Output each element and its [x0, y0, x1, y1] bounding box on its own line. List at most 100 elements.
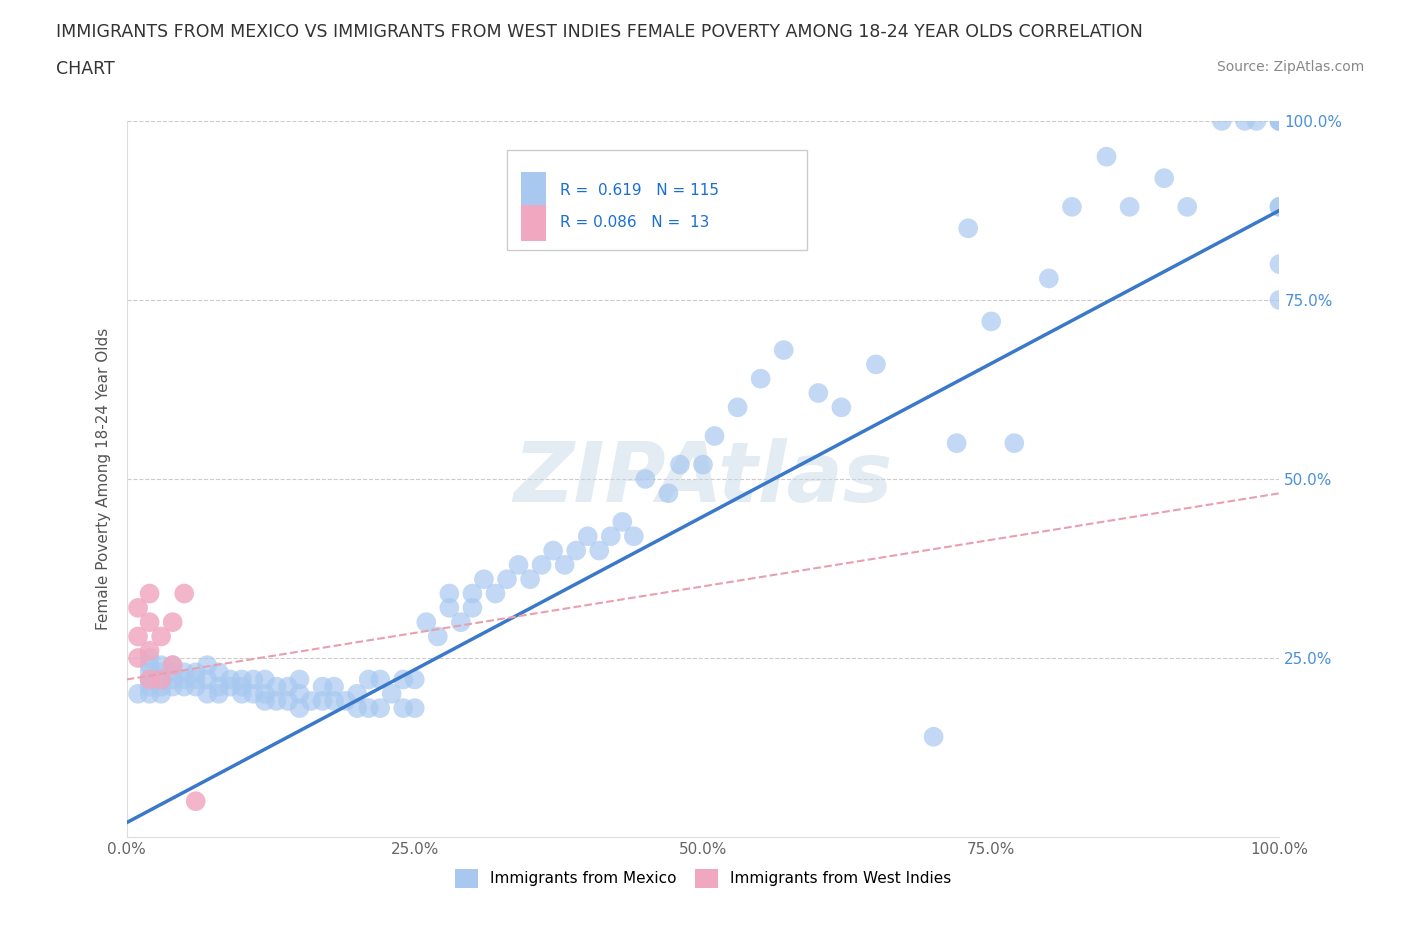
Point [657, 485, 679, 500]
Point [945, 435, 967, 450]
Point [231, 672, 253, 687]
Point [346, 686, 368, 701]
Point [184, 665, 207, 680]
Point [496, 572, 519, 587]
Point [1268, 113, 1291, 128]
Point [138, 672, 160, 687]
Point [162, 679, 184, 694]
Point [138, 665, 160, 680]
Text: R =  0.619   N = 115: R = 0.619 N = 115 [560, 183, 718, 198]
Point [1211, 113, 1233, 128]
Point [1268, 113, 1291, 128]
Point [599, 529, 621, 544]
FancyBboxPatch shape [520, 205, 546, 241]
Point [565, 543, 588, 558]
Point [150, 686, 173, 701]
Point [346, 700, 368, 715]
Point [184, 794, 207, 809]
Point [1038, 271, 1060, 286]
Point [150, 672, 173, 687]
Point [208, 679, 231, 694]
Point [368, 672, 391, 687]
Point [554, 557, 576, 572]
Point [127, 651, 149, 666]
Point [1175, 199, 1198, 214]
Point [1268, 199, 1291, 214]
Point [150, 679, 173, 694]
Point [231, 686, 253, 701]
Point [162, 658, 184, 672]
Point [150, 658, 173, 672]
FancyBboxPatch shape [520, 172, 546, 208]
Point [127, 601, 149, 616]
Point [1268, 293, 1291, 308]
Point [461, 586, 484, 601]
Y-axis label: Female Poverty Among 18-24 Year Olds: Female Poverty Among 18-24 Year Olds [96, 328, 111, 631]
Point [450, 615, 472, 630]
Point [162, 658, 184, 672]
Text: R = 0.086   N =  13: R = 0.086 N = 13 [560, 215, 710, 231]
Point [208, 665, 231, 680]
Point [138, 651, 160, 666]
Point [634, 472, 657, 486]
Point [957, 221, 980, 236]
Point [623, 529, 645, 544]
Point [1153, 171, 1175, 186]
Point [807, 386, 830, 401]
Point [127, 686, 149, 701]
Point [749, 371, 772, 386]
Point [311, 694, 333, 709]
Point [357, 672, 380, 687]
Point [692, 458, 714, 472]
Point [150, 665, 173, 680]
Point [173, 586, 195, 601]
Point [1060, 199, 1083, 214]
Point [415, 615, 437, 630]
Point [299, 694, 322, 709]
Point [439, 601, 461, 616]
Point [772, 342, 794, 357]
Point [150, 672, 173, 687]
Point [138, 658, 160, 672]
Point [404, 700, 426, 715]
Point [335, 694, 357, 709]
Point [253, 672, 276, 687]
FancyBboxPatch shape [508, 150, 807, 250]
Point [138, 644, 160, 658]
Point [830, 400, 852, 415]
Point [266, 694, 288, 709]
Point [242, 686, 264, 701]
Point [208, 686, 231, 701]
Point [138, 679, 160, 694]
Point [392, 700, 415, 715]
Point [138, 672, 160, 687]
Point [127, 629, 149, 644]
Point [277, 679, 299, 694]
Point [138, 615, 160, 630]
Point [253, 686, 276, 701]
Point [426, 629, 449, 644]
Point [922, 729, 945, 744]
Point [1268, 113, 1291, 128]
Point [461, 601, 484, 616]
Point [541, 543, 564, 558]
Legend: Immigrants from Mexico, Immigrants from West Indies: Immigrants from Mexico, Immigrants from … [449, 863, 957, 894]
Point [1268, 199, 1291, 214]
Point [173, 679, 195, 694]
Point [195, 686, 218, 701]
Point [184, 679, 207, 694]
Text: ZIPAtlas: ZIPAtlas [513, 438, 893, 520]
Point [242, 672, 264, 687]
Point [727, 400, 749, 415]
Point [288, 672, 311, 687]
Point [576, 529, 599, 544]
Point [162, 665, 184, 680]
Point [404, 672, 426, 687]
Point [173, 672, 195, 687]
Point [1002, 435, 1025, 450]
Point [439, 586, 461, 601]
Text: IMMIGRANTS FROM MEXICO VS IMMIGRANTS FROM WEST INDIES FEMALE POVERTY AMONG 18-24: IMMIGRANTS FROM MEXICO VS IMMIGRANTS FRO… [56, 23, 1143, 41]
Point [1118, 199, 1140, 214]
Point [219, 679, 242, 694]
Point [195, 672, 218, 687]
